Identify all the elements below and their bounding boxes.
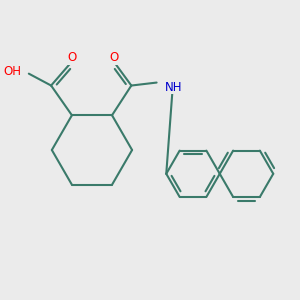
Text: O: O bbox=[67, 51, 76, 64]
Text: O: O bbox=[109, 51, 118, 64]
Text: OH: OH bbox=[3, 65, 21, 78]
Text: NH: NH bbox=[165, 80, 182, 94]
